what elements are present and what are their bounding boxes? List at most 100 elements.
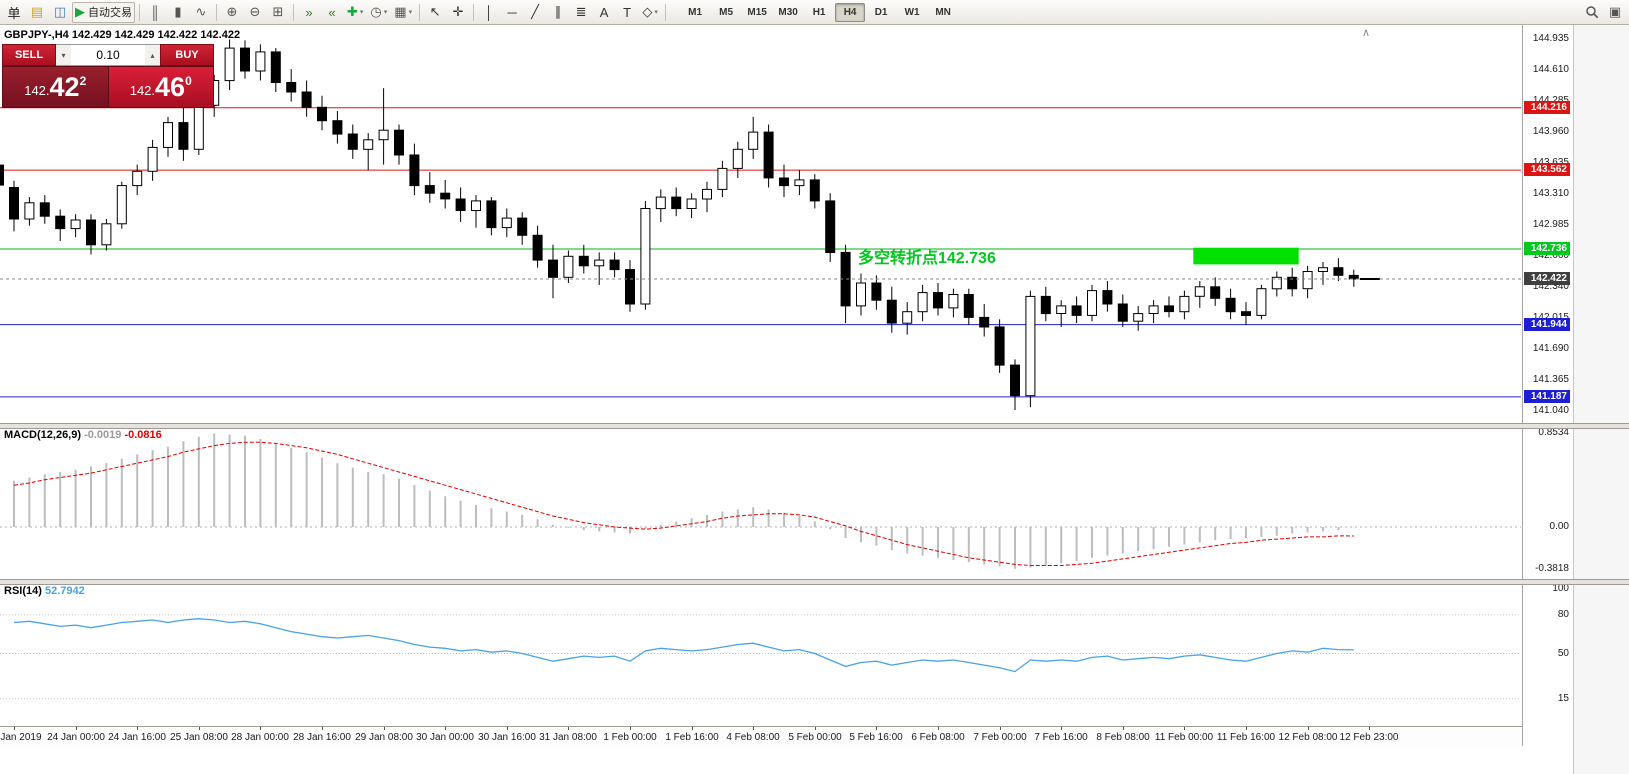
volume-input[interactable]: 0.10 bbox=[96, 48, 120, 62]
buy-button[interactable]: BUY bbox=[160, 44, 214, 66]
price-line-badge: 143.562 bbox=[1524, 163, 1570, 176]
time-tick bbox=[384, 727, 385, 730]
timeframe-h4[interactable]: H4 bbox=[835, 2, 866, 22]
price-chart[interactable] bbox=[0, 25, 1521, 423]
zoom-out-icon[interactable]: ⊖ bbox=[244, 2, 266, 23]
panel-splitter-rsi[interactable] bbox=[0, 579, 1629, 585]
auto-scroll-icon[interactable]: » bbox=[298, 2, 320, 23]
timeframe-w1[interactable]: W1 bbox=[904, 6, 920, 18]
price-tick: 141.365 bbox=[1532, 374, 1569, 385]
rsi-panel[interactable] bbox=[0, 583, 1521, 726]
channel-icon[interactable]: ∥ bbox=[547, 2, 569, 23]
chevron-down-icon: ▾ bbox=[359, 9, 364, 16]
sell-button[interactable]: SELL bbox=[2, 44, 56, 66]
periods-icon[interactable]: ◷ ▾ bbox=[367, 2, 390, 23]
timeframe-m15[interactable]: M15 bbox=[747, 6, 767, 18]
trendline-icon: ╱ bbox=[531, 4, 539, 19]
zoom-in-icon[interactable]: ⊕ bbox=[221, 2, 243, 23]
line-chart-icon[interactable]: ∿ bbox=[190, 2, 212, 23]
label-icon[interactable]: T bbox=[616, 2, 638, 23]
ask-price[interactable]: 142. 46 0 bbox=[107, 66, 214, 108]
toolbar-separator bbox=[665, 3, 667, 21]
cursor-icon[interactable]: ↖ bbox=[424, 2, 446, 23]
timeframe-mn[interactable]: MN bbox=[935, 6, 951, 18]
volume-down-button[interactable]: ▾ bbox=[56, 45, 71, 65]
auto-scroll-icon: » bbox=[305, 4, 313, 20]
candle bbox=[1256, 288, 1267, 316]
candle bbox=[886, 299, 897, 324]
candle bbox=[286, 82, 297, 93]
indicators-icon[interactable]: ✚ ▾ bbox=[344, 2, 366, 23]
candle bbox=[517, 217, 528, 236]
trendline-icon[interactable]: ╱ bbox=[524, 2, 546, 23]
shapes-icon[interactable]: ◇ ▾ bbox=[639, 2, 661, 23]
collapse-arrow-icon[interactable]: ∧ bbox=[1362, 27, 1371, 39]
candle bbox=[240, 47, 250, 72]
candle bbox=[994, 326, 1005, 366]
candle bbox=[1333, 267, 1344, 276]
profiles-icon: ◫ bbox=[53, 4, 67, 19]
vertical-line-icon[interactable]: │ bbox=[478, 2, 500, 23]
macd-signal-value: -0.0816 bbox=[124, 429, 162, 441]
volume-up-button[interactable]: ▴ bbox=[145, 45, 160, 65]
time-tick bbox=[1369, 727, 1370, 730]
candle bbox=[948, 294, 959, 309]
autotrading-button[interactable]: ▶ 自动交易 bbox=[72, 1, 135, 23]
profiles-icon[interactable]: ◫ bbox=[49, 2, 71, 23]
timeframe-m5[interactable]: M5 bbox=[719, 6, 734, 18]
time-tick bbox=[260, 727, 261, 730]
candle bbox=[1287, 276, 1298, 290]
bid-price[interactable]: 142. 42 2 bbox=[2, 66, 108, 108]
bid-point: 2 bbox=[79, 74, 87, 88]
search-icon[interactable] bbox=[1581, 2, 1603, 23]
candle bbox=[1241, 311, 1251, 317]
templates-icon[interactable]: ▦ ▾ bbox=[391, 2, 415, 23]
candle bbox=[101, 223, 112, 246]
candle bbox=[471, 200, 481, 211]
candle bbox=[1225, 297, 1236, 313]
timeframe-m1[interactable]: M1 bbox=[688, 6, 703, 18]
fibonacci-icon[interactable]: ≣ bbox=[570, 2, 592, 23]
candle bbox=[1071, 305, 1082, 316]
text-icon[interactable]: A bbox=[593, 2, 615, 23]
price-tick: 144.610 bbox=[1532, 64, 1569, 75]
new-order-button[interactable]: 单 bbox=[3, 2, 25, 23]
toolbar-separator bbox=[293, 3, 294, 21]
time-tick-label: 1 Feb 16:00 bbox=[665, 732, 719, 743]
panel-splitter-macd[interactable] bbox=[0, 423, 1629, 429]
macd-axis-tick: -0.3818 bbox=[1535, 563, 1569, 574]
toolbar-separator bbox=[216, 3, 217, 21]
timeframe-h1[interactable]: H1 bbox=[812, 6, 826, 18]
new-window-icon[interactable]: ▣ bbox=[1608, 4, 1622, 19]
chart-shift-icon: « bbox=[328, 4, 336, 20]
timeframe-m30[interactable]: M30 bbox=[778, 6, 798, 18]
candle bbox=[347, 133, 358, 150]
chart-shift-icon[interactable]: « bbox=[321, 2, 343, 23]
price-axis[interactable]: 144.935 144.610 144.285 143.960 143.635 143.3… bbox=[1522, 25, 1573, 746]
vertical-line-icon: │ bbox=[485, 4, 494, 20]
autotrading-button-label: 自动交易 bbox=[88, 7, 132, 19]
bar-chart-icon: ║ bbox=[150, 4, 160, 20]
chart-window-icon[interactable]: ▤ bbox=[26, 2, 48, 23]
crosshair-icon[interactable]: ✛ bbox=[447, 2, 469, 23]
timeframe-d1[interactable]: D1 bbox=[874, 6, 888, 18]
candle bbox=[1025, 295, 1036, 397]
macd-axis-tick: 0.8534 bbox=[1538, 427, 1569, 438]
time-tick-label: 7 Feb 16:00 bbox=[1034, 732, 1088, 743]
candlestick-icon[interactable]: ▮ bbox=[167, 2, 189, 23]
time-tick bbox=[1184, 727, 1185, 730]
candle bbox=[1210, 286, 1221, 299]
price-tick: 143.635 bbox=[1533, 157, 1569, 168]
candle bbox=[748, 131, 759, 150]
bar-chart-icon[interactable]: ║ bbox=[144, 2, 166, 23]
tile-windows-icon[interactable]: ⊞ bbox=[267, 2, 289, 23]
macd-panel[interactable] bbox=[0, 427, 1521, 579]
chevron-down-icon: ▾ bbox=[408, 9, 413, 16]
highlight-rectangle[interactable] bbox=[1193, 247, 1299, 265]
candle bbox=[763, 131, 774, 179]
time-tick-label: 30 Jan 00:00 bbox=[416, 732, 474, 743]
text-icon: A bbox=[599, 4, 609, 20]
horizontal-line-icon[interactable]: ─ bbox=[501, 2, 523, 23]
time-tick bbox=[14, 727, 15, 730]
